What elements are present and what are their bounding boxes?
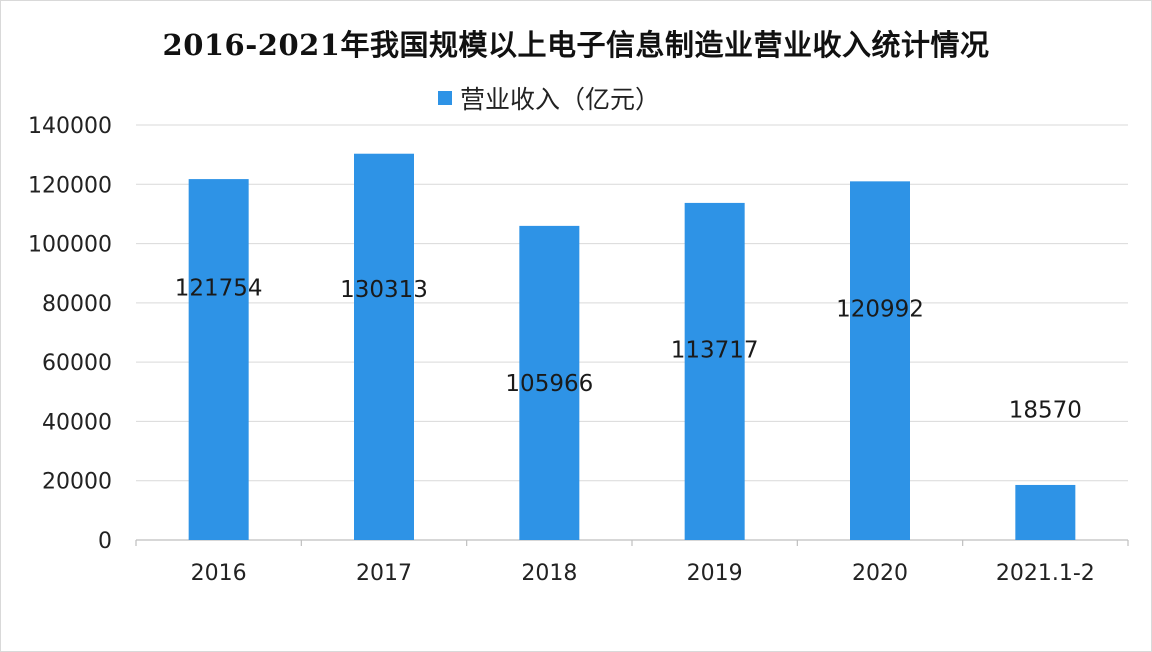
x-tick-label: 2018 [521,561,577,586]
y-tick-label: 80000 [42,292,112,317]
bar [519,225,580,540]
data-label: 113717 [671,337,759,363]
chart-legend: 营业收入（亿元） [438,83,661,114]
y-tick-label: 120000 [28,173,112,198]
data-label: 120992 [836,297,924,323]
bar [188,179,249,540]
bar [1015,484,1076,540]
chart-title: 2016-2021年我国规模以上电子信息制造业营业收入统计情况 [162,28,990,62]
x-tick-label: 2020 [852,561,908,586]
y-tick-label: 40000 [42,410,112,435]
y-tick-label: 100000 [28,233,112,258]
x-tick-label: 2021.1-2 [996,561,1095,586]
y-tick-label: 20000 [42,470,112,495]
x-tick-label: 2019 [687,561,743,586]
data-label: 130313 [340,277,428,303]
bar [684,202,745,540]
x-tick-label: 2016 [191,561,247,586]
legend-label: 营业收入（亿元） [460,85,661,114]
data-label: 121754 [175,276,263,302]
x-tick-label: 2017 [356,561,412,586]
y-tick-label: 60000 [42,351,112,376]
bar [354,153,414,541]
y-tick-label: 140000 [28,114,112,139]
bar [850,181,910,540]
data-label: 18570 [1009,397,1082,423]
data-label: 105966 [505,371,593,397]
legend-swatch [438,91,452,105]
y-tick-label: 0 [98,529,112,554]
